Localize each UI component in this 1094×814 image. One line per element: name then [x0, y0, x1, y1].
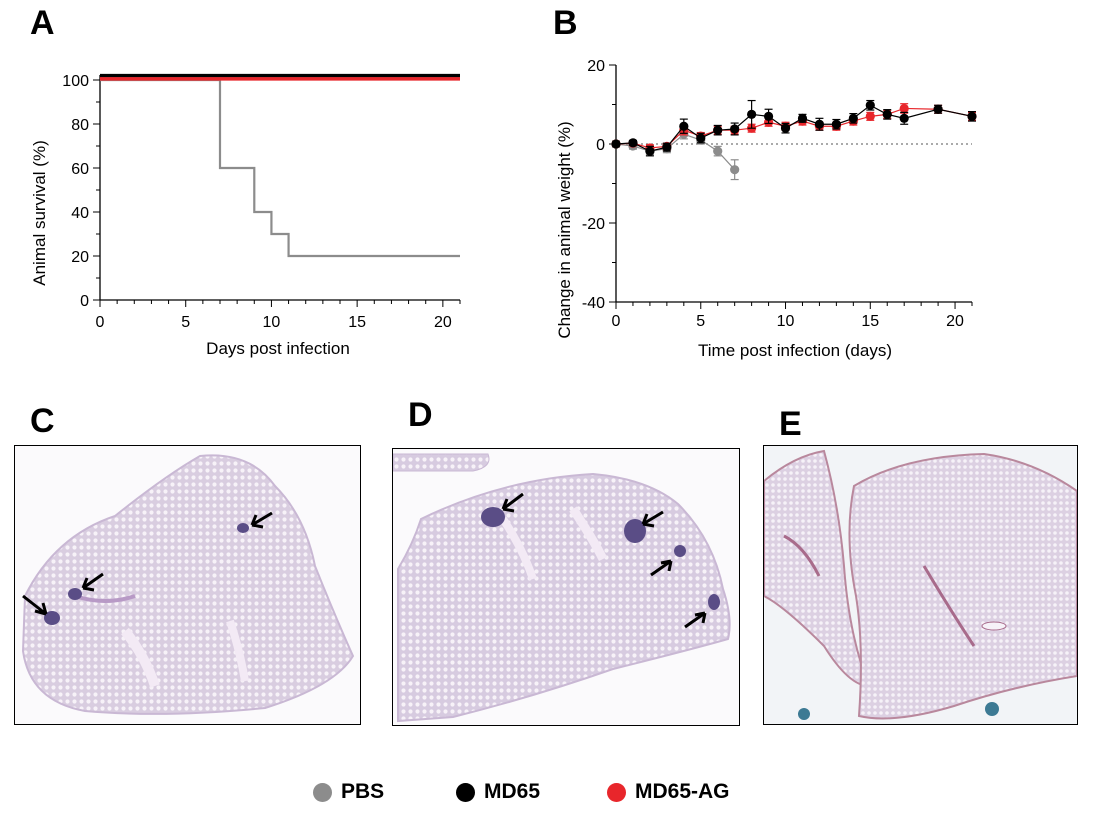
data-point-md65: [696, 133, 706, 143]
data-point-md65: [645, 146, 655, 156]
lung-fragment: [393, 453, 490, 472]
legend-item-pbs: PBS: [313, 780, 384, 804]
data-point-md65: [933, 104, 943, 114]
data-point-md65: [848, 113, 858, 123]
data-point-md65: [611, 139, 621, 149]
weight-chart: Change in animal weight (%) Time post in…: [555, 58, 977, 360]
survival-chart: Animal survival (%) Days post infection …: [30, 73, 461, 358]
data-point-md65: [747, 109, 757, 119]
y-tick-label: 40: [71, 205, 89, 222]
lesion-spot: [481, 507, 505, 527]
panel-label-d: D: [408, 396, 433, 434]
lung-histology-e: [763, 445, 1078, 725]
lesion-spot: [237, 523, 249, 533]
data-point-pbs: [713, 146, 723, 156]
data-point-md65: [814, 119, 825, 129]
data-point-md65: [713, 125, 723, 135]
data-point-md65: [865, 100, 875, 110]
lung-tissue: [397, 472, 731, 723]
y-tick-label: 60: [71, 161, 89, 178]
legend-label: MD65-AG: [635, 780, 730, 803]
panel-label-a: A: [30, 4, 55, 42]
arrow-icon: [650, 559, 673, 577]
data-point-md65: [967, 111, 977, 121]
data-point-md65: [763, 111, 774, 121]
x-tick-label: 20: [946, 313, 964, 330]
y-tick-label: 20: [587, 58, 605, 75]
panel-label-b: B: [553, 4, 578, 42]
x-tick-label: 10: [263, 314, 281, 331]
lung-lobe-right: [848, 452, 1077, 720]
data-point-md65: [831, 119, 841, 129]
legend: PBS MD65 MD65-AG: [0, 780, 1094, 814]
lesion-spot: [44, 611, 60, 625]
legend-item-md65-ag: MD65-AG: [607, 780, 730, 804]
data-point-md65: [899, 113, 909, 123]
chart-b-y-axis-label: Change in animal weight (%): [555, 121, 574, 338]
legend-label: MD65: [484, 780, 541, 803]
legend-dot-icon: [313, 782, 332, 802]
lesion-spot: [624, 519, 646, 543]
arrow-icon: [641, 510, 664, 528]
arrow-icon: [684, 611, 707, 629]
arrow-icon: [501, 492, 524, 513]
data-point-md65: [679, 121, 689, 131]
x-tick-label: 15: [348, 314, 366, 331]
legend-dot-icon: [607, 782, 626, 802]
data-point-md65: [780, 123, 791, 133]
y-tick-label: 100: [62, 73, 89, 90]
lesion-spot: [708, 594, 720, 610]
chart-a-x-axis-label: Days post infection: [206, 339, 350, 358]
data-point-md65: [882, 109, 892, 119]
lung-tissue: [21, 454, 355, 715]
y-tick-label: 20: [71, 249, 89, 266]
x-tick-label: 20: [434, 314, 452, 331]
lesion-spot: [68, 588, 82, 600]
data-point-md65: [797, 113, 808, 123]
x-tick-label: 0: [96, 314, 105, 331]
survival-line-pbs: [100, 78, 460, 258]
x-tick-label: 15: [861, 313, 879, 330]
y-tick-label: 80: [71, 117, 89, 134]
x-tick-label: 0: [612, 313, 621, 330]
legend-item-md65: MD65: [456, 780, 540, 804]
y-tick-label: 0: [596, 137, 605, 154]
y-tick-label: -40: [582, 295, 605, 312]
lung-histology-c: [14, 445, 361, 725]
x-tick-label: 5: [696, 313, 705, 330]
panel-label-e: E: [779, 405, 802, 443]
chart-a-y-axis-label: Animal survival (%): [30, 140, 49, 285]
panel-label-c: C: [30, 402, 55, 440]
data-point-pbs: [730, 165, 740, 175]
x-tick-label: 5: [181, 314, 190, 331]
y-tick-label: -20: [582, 216, 605, 233]
data-point-md65-ag: [899, 103, 909, 114]
lung-histology-d: [392, 448, 740, 726]
y-tick-label: 0: [80, 293, 89, 310]
arrow-icon: [81, 572, 104, 592]
x-tick-label: 10: [777, 313, 795, 330]
legend-label: PBS: [341, 780, 385, 803]
arrow-icon: [250, 511, 273, 529]
data-point-md65: [730, 124, 740, 134]
data-point-md65: [662, 142, 672, 152]
data-point-md65-ag: [865, 111, 875, 121]
lesion-spot: [674, 545, 686, 557]
legend-dot-icon: [456, 782, 475, 802]
data-point-md65: [628, 138, 638, 148]
arrow-icon: [22, 594, 48, 616]
chart-b-x-axis-label: Time post infection (days): [698, 341, 892, 360]
